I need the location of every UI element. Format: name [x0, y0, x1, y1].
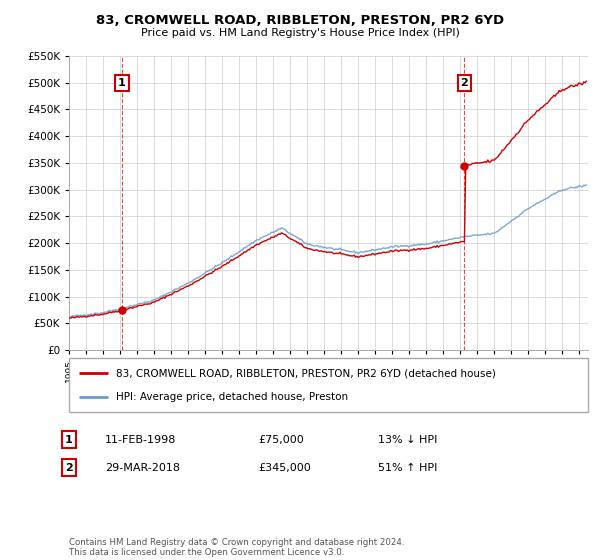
Text: 29-MAR-2018: 29-MAR-2018	[105, 463, 180, 473]
Text: 13% ↓ HPI: 13% ↓ HPI	[378, 435, 437, 445]
Text: Contains HM Land Registry data © Crown copyright and database right 2024.
This d: Contains HM Land Registry data © Crown c…	[69, 538, 404, 557]
Text: Price paid vs. HM Land Registry's House Price Index (HPI): Price paid vs. HM Land Registry's House …	[140, 28, 460, 38]
Text: 2: 2	[461, 78, 469, 88]
Text: £345,000: £345,000	[258, 463, 311, 473]
Text: 2: 2	[65, 463, 73, 473]
Text: 1: 1	[65, 435, 73, 445]
Text: 83, CROMWELL ROAD, RIBBLETON, PRESTON, PR2 6YD: 83, CROMWELL ROAD, RIBBLETON, PRESTON, P…	[96, 14, 504, 27]
Text: HPI: Average price, detached house, Preston: HPI: Average price, detached house, Pres…	[116, 391, 348, 402]
Text: 1: 1	[118, 78, 126, 88]
Text: 83, CROMWELL ROAD, RIBBLETON, PRESTON, PR2 6YD (detached house): 83, CROMWELL ROAD, RIBBLETON, PRESTON, P…	[116, 368, 496, 379]
Text: 51% ↑ HPI: 51% ↑ HPI	[378, 463, 437, 473]
Text: 11-FEB-1998: 11-FEB-1998	[105, 435, 176, 445]
Text: £75,000: £75,000	[258, 435, 304, 445]
